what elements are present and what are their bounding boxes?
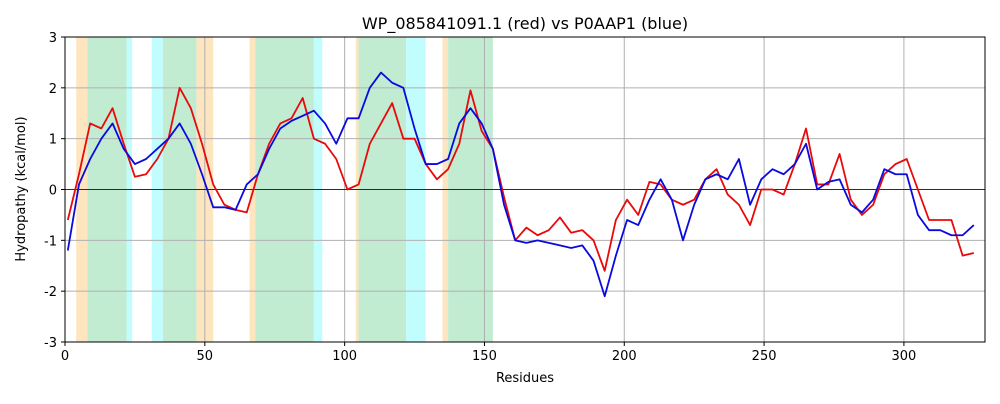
series-line [66,86,975,272]
y-tick-label: 0 [49,184,57,199]
x-tick-label: 100 [332,349,357,364]
x-tick-label: 200 [612,349,637,364]
y-tick-label: 2 [49,82,57,97]
x-tick-label: 250 [752,349,777,364]
x-tick-label: 300 [891,349,916,364]
x-axis-label: Residues [496,371,554,386]
y-tick-label: 1 [49,133,57,148]
x-tick-label: 0 [61,349,69,364]
x-tick-label: 150 [472,349,497,364]
y-axis-label: Hydropathy (kcal/mol) [14,116,29,261]
y-tick-label: -1 [44,234,57,249]
series-line [66,71,975,298]
x-tick-label: 50 [197,349,214,364]
y-tick-label: -2 [44,285,57,300]
chart-title: WP_085841091.1 (red) vs P0AAP1 (blue) [362,14,688,34]
plot-frame [64,36,986,343]
y-tick-label: -3 [44,336,57,351]
y-tick-label: 3 [49,31,57,46]
